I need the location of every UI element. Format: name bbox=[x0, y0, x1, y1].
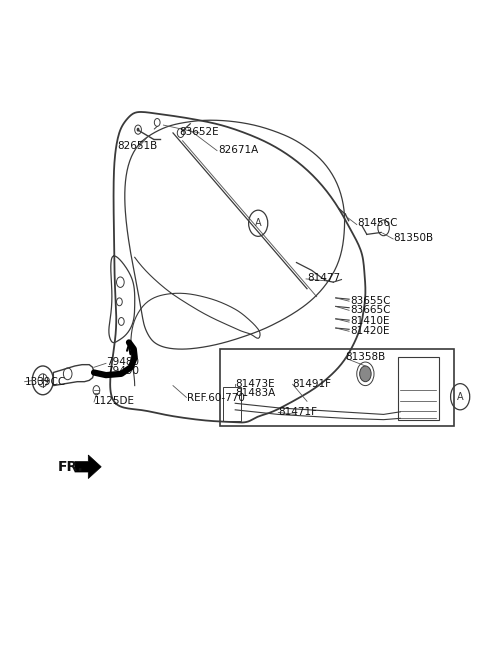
Text: 81410E: 81410E bbox=[350, 316, 390, 327]
Text: 83655C: 83655C bbox=[350, 295, 391, 306]
Text: FR.: FR. bbox=[58, 460, 84, 474]
Text: 81483A: 81483A bbox=[235, 388, 276, 398]
Bar bbox=[220, 349, 455, 426]
Text: 81358B: 81358B bbox=[345, 352, 385, 363]
Polygon shape bbox=[75, 455, 101, 479]
Text: 82671A: 82671A bbox=[218, 145, 259, 155]
Text: 79480: 79480 bbox=[106, 357, 139, 367]
Text: 83665C: 83665C bbox=[350, 304, 391, 315]
Text: 79490: 79490 bbox=[106, 366, 139, 376]
Text: 81456C: 81456C bbox=[357, 218, 398, 228]
Text: 83652E: 83652E bbox=[180, 127, 219, 136]
Text: A: A bbox=[457, 392, 464, 401]
Bar bbox=[223, 387, 241, 421]
Bar bbox=[398, 358, 439, 420]
Text: 1125DE: 1125DE bbox=[94, 396, 135, 406]
Text: 81473E: 81473E bbox=[235, 379, 275, 388]
Text: 81471F: 81471F bbox=[278, 407, 317, 417]
Text: 81350B: 81350B bbox=[393, 233, 433, 243]
Text: 1339CC: 1339CC bbox=[24, 377, 66, 386]
Text: REF.60-770: REF.60-770 bbox=[187, 393, 245, 403]
Circle shape bbox=[137, 128, 140, 132]
Text: 81477: 81477 bbox=[307, 274, 340, 283]
Text: 82651B: 82651B bbox=[117, 141, 157, 151]
Text: A: A bbox=[255, 218, 262, 228]
Circle shape bbox=[360, 366, 371, 382]
Text: 81491F: 81491F bbox=[293, 379, 332, 388]
Text: 81420E: 81420E bbox=[350, 325, 390, 336]
